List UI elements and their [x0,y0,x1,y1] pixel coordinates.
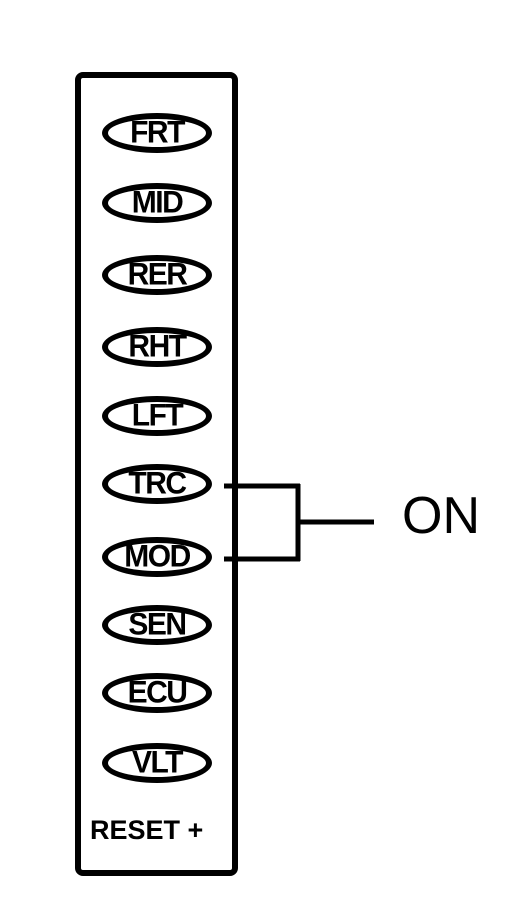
lft-button[interactable]: LFT [102,396,212,436]
mod-label: MOD [124,539,191,574]
mod-button[interactable]: MOD [102,537,212,577]
on-label: ON [402,487,480,545]
ecu-label: ECU [127,675,188,710]
trc-label: TRC [128,466,187,501]
rht-button[interactable]: RHT [102,327,212,367]
rer-button[interactable]: RER [102,255,212,295]
vlt-label: VLT [132,745,183,780]
mid-label: MID [131,185,184,220]
sen-button[interactable]: SEN [102,605,212,645]
lft-label: LFT [131,398,184,433]
mid-button[interactable]: MID [102,183,212,223]
rht-label: RHT [128,329,187,364]
vlt-button[interactable]: VLT [102,743,212,783]
trc-button[interactable]: TRC [102,464,212,504]
frt-label: FRT [130,115,185,150]
sen-label: SEN [128,607,187,642]
rer-label: RER [127,257,188,292]
frt-button[interactable]: FRT [102,113,212,153]
ecu-button[interactable]: ECU [102,673,212,713]
reset-label: RESET + [90,815,204,845]
